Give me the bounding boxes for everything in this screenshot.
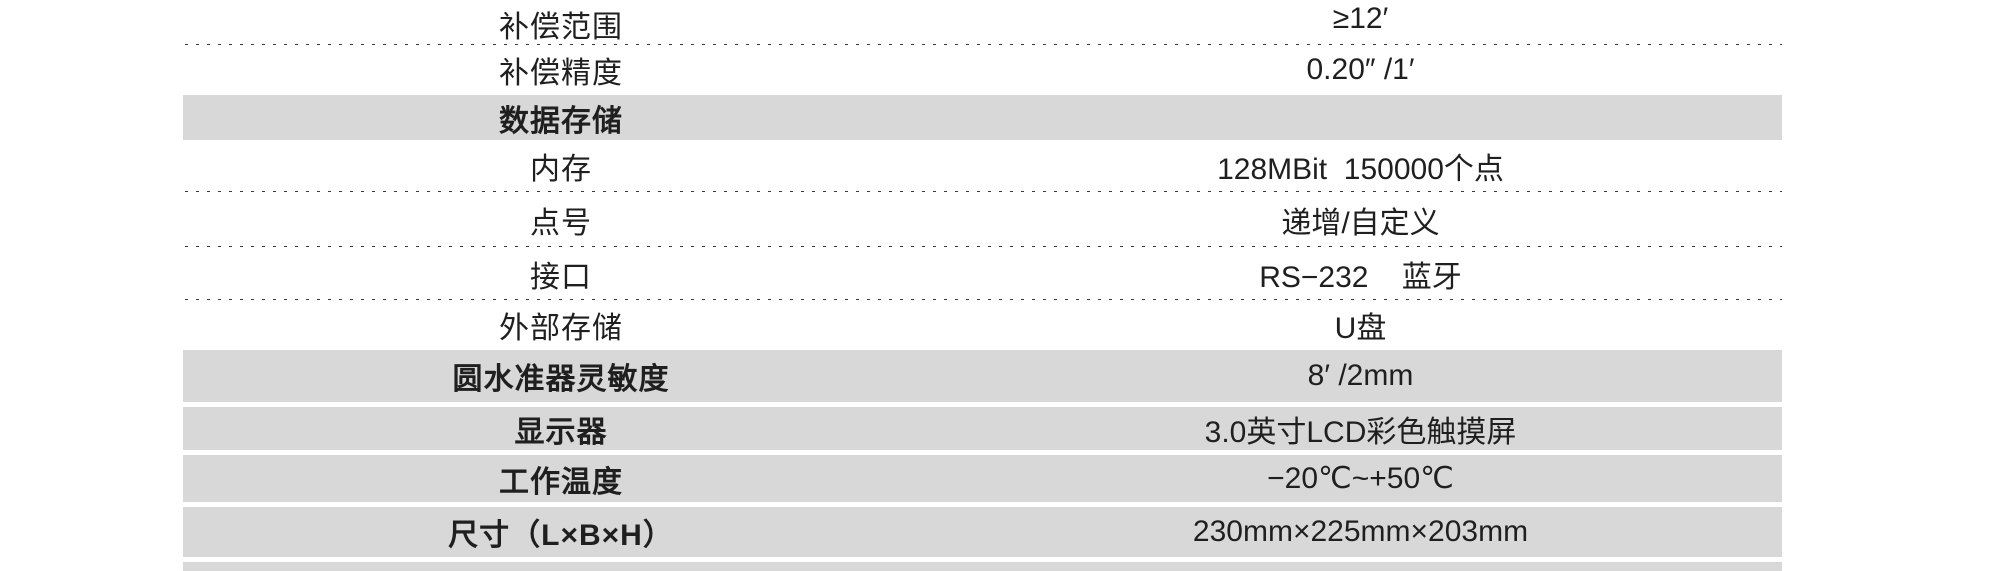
table-row-dimensions: 尺寸（L×B×H） 230mm×225mm×203mm xyxy=(183,507,1782,557)
row-label: 外部存储 xyxy=(499,312,623,345)
row-label: 内存 xyxy=(530,153,592,186)
row-value: 3.0英寸LCD彩色触摸屏 xyxy=(1204,415,1517,449)
table-row-external-storage: 外部存储 U盘 xyxy=(183,300,1782,350)
row-label: 尺寸（L×B×H） xyxy=(448,519,674,552)
table-row-compensation-range: 补偿范围 ≥12′ xyxy=(183,0,1782,47)
row-value: 8′ /2mm xyxy=(1307,359,1414,392)
row-label: 显示器 xyxy=(514,415,608,449)
section-header-label: 数据存储 xyxy=(499,104,623,138)
row-value: 128MBit 150000个点 xyxy=(1217,153,1504,186)
row-label: 补偿精度 xyxy=(499,57,623,90)
row-value: 递增/自定义 xyxy=(1281,206,1440,240)
table-row-compensation-accuracy: 补偿精度 0.20″ /1′ xyxy=(183,45,1782,95)
row-label: 圆水准器灵敏度 xyxy=(452,363,670,396)
table-row-point-number: 点号 递增/自定义 xyxy=(183,192,1782,249)
row-label: 点号 xyxy=(530,206,592,240)
table-row-operating-temperature: 工作温度 −20℃~+50℃ xyxy=(183,455,1782,502)
table-row-memory: 内存 128MBit 150000个点 xyxy=(183,140,1782,194)
row-value: U盘 xyxy=(1334,312,1387,345)
table-row-circular-level-sensitivity: 圆水准器灵敏度 8′ /2mm xyxy=(183,350,1782,402)
row-value: −20℃~+50℃ xyxy=(1267,462,1454,495)
row-value: 230mm×225mm×203mm xyxy=(1192,515,1529,548)
section-header-data-storage: 数据存储 xyxy=(183,95,1782,140)
table-row-interface: 接口 RS−232 蓝牙 xyxy=(183,247,1782,302)
section-header-value xyxy=(939,95,1782,140)
row-label: 接口 xyxy=(530,260,592,294)
row-value: RS−232 蓝牙 xyxy=(1259,260,1462,294)
row-label: 工作温度 xyxy=(499,465,623,499)
row-value: ≥12′ xyxy=(1332,2,1389,35)
table-row-partial-bottom xyxy=(183,562,1782,571)
table-row-display: 显示器 3.0英寸LCD彩色触摸屏 xyxy=(183,407,1782,450)
row-value: 0.20″ /1′ xyxy=(1306,53,1415,86)
row-label: 补偿范围 xyxy=(499,11,623,44)
spec-table: 补偿范围 ≥12′ 补偿精度 0.20″ /1′ 数据存储 内存 128MBit… xyxy=(183,0,1782,571)
